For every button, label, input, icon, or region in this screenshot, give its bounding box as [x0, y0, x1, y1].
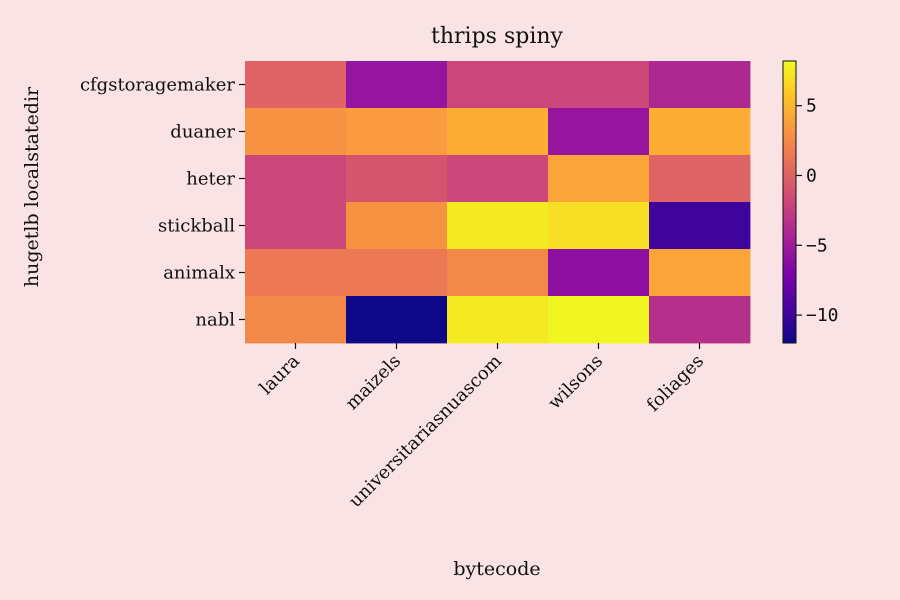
heatmap-cell — [548, 155, 650, 203]
heatmap-cell — [649, 108, 751, 156]
heatmap-cell — [548, 249, 650, 297]
heatmap-cell — [447, 202, 549, 250]
colorbar — [782, 60, 797, 344]
x-tick-label: maizels — [342, 351, 405, 414]
heatmap-cell — [245, 249, 347, 297]
heatmap-cell — [447, 155, 549, 203]
heatmap-cell — [548, 61, 650, 109]
y-tick-label: nabl — [195, 310, 235, 331]
y-tick-label: heter — [186, 169, 235, 190]
x-tick-label: wilsons — [544, 351, 607, 414]
x-axis-label: bytecode — [453, 558, 540, 580]
heatmap-cell — [447, 61, 549, 109]
y-tick-label: stickball — [158, 216, 235, 237]
y-tick-label: animalx — [163, 263, 235, 284]
heatmap-cell — [548, 296, 650, 344]
y-tick-label: cfgstoragemaker — [80, 75, 235, 96]
heatmap-cell — [649, 249, 751, 297]
heatmap-cell — [649, 202, 751, 250]
heatmap-cell — [649, 296, 751, 344]
heatmap-cell — [245, 108, 347, 156]
heatmap-cell — [346, 108, 448, 156]
x-tick-label: foliages — [643, 351, 708, 416]
heatmap-cell — [346, 249, 448, 297]
y-axis-ticks: cfgstoragemaker duaner heter stickball anima… — [80, 75, 245, 331]
heatmap-cell — [245, 296, 347, 344]
heatmap-cell — [346, 155, 448, 203]
heatmap-cell — [346, 202, 448, 250]
x-tick-label: laura — [256, 350, 305, 399]
heatmap-cell — [245, 155, 347, 203]
heatmap-cell — [245, 202, 347, 250]
colorbar-tick-label: 0 — [806, 165, 817, 186]
heatmap-cell — [346, 296, 448, 344]
chart-title: thrips spiny — [431, 24, 564, 49]
heatmap-cells — [245, 61, 751, 344]
heatmap-cell — [447, 108, 549, 156]
heatmap-cell — [245, 61, 347, 109]
heatmap-cell — [447, 249, 549, 297]
colorbar-tick-label: −10 — [806, 305, 839, 326]
y-tick-label: duaner — [170, 122, 235, 143]
heatmap-cell — [548, 108, 650, 156]
heatmap-cell — [548, 202, 650, 250]
heatmap-cell — [346, 61, 448, 109]
y-axis-label: hugetlb localstatedir — [21, 86, 43, 287]
heatmap-cell — [649, 61, 751, 109]
colorbar-tick-label: 5 — [806, 96, 817, 117]
colorbar-ticks: 5 0 −5 −10 — [796, 96, 839, 326]
colorbar-tick-label: −5 — [806, 235, 828, 256]
heatmap-cell — [447, 296, 549, 344]
heatmap-cell — [649, 155, 751, 203]
